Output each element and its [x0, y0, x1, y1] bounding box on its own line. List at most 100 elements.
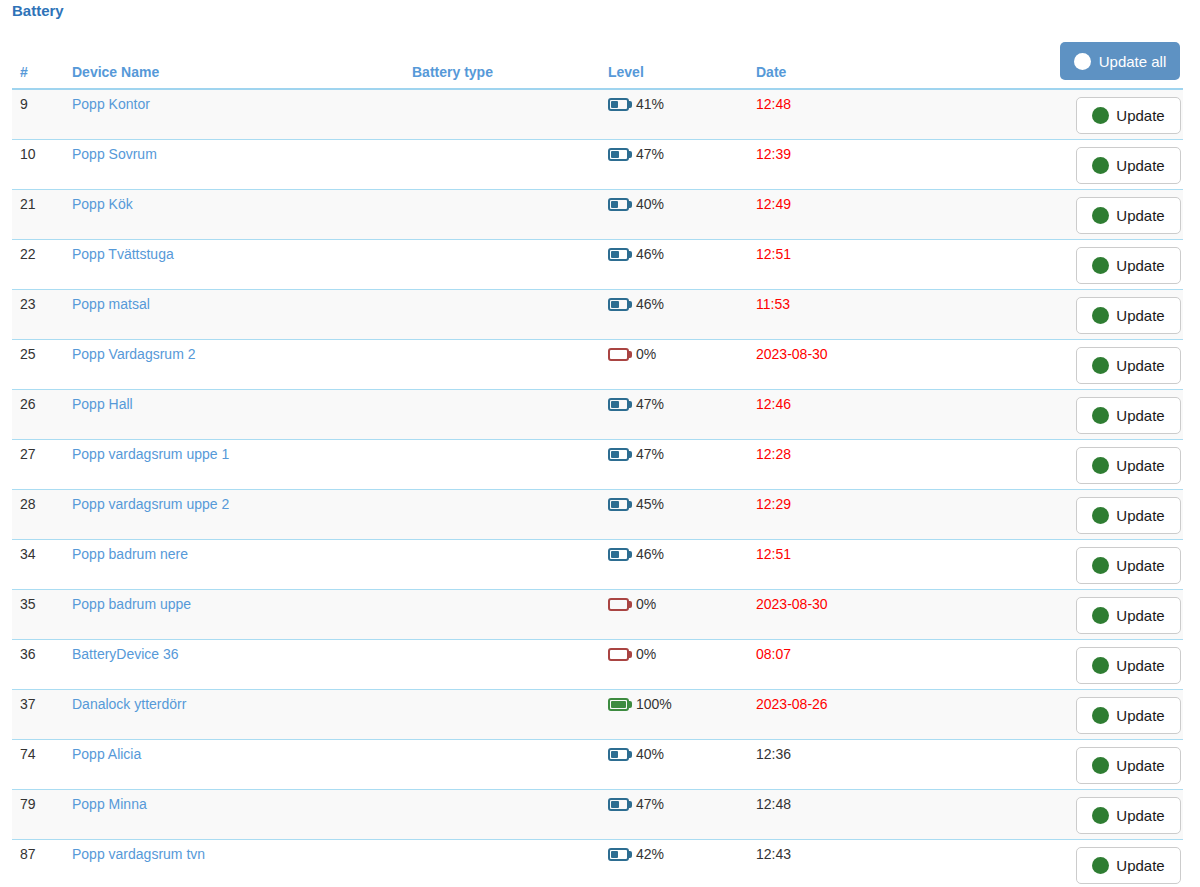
update-button[interactable]: Update — [1076, 747, 1181, 784]
row-number: 22 — [12, 239, 64, 289]
table-row: 21 Popp Kök 40% 12:49 Update — [12, 189, 1183, 239]
battery-type-cell — [404, 339, 600, 389]
battery-type-cell — [404, 439, 600, 489]
battery-icon — [608, 848, 629, 861]
update-button[interactable]: Update — [1076, 247, 1181, 284]
battery-type-cell — [404, 839, 600, 887]
update-button-label: Update — [1116, 207, 1164, 224]
date-value: 12:51 — [756, 546, 791, 562]
update-button[interactable]: Update — [1076, 697, 1181, 734]
table-row: 23 Popp matsal 46% 11:53 Update — [12, 289, 1183, 339]
update-button-label: Update — [1116, 407, 1164, 424]
date-value: 12:43 — [756, 846, 791, 862]
device-name-link[interactable]: Popp Sovrum — [72, 146, 157, 162]
device-name-link[interactable]: Popp badrum nere — [72, 546, 188, 562]
battery-level-value: 0% — [636, 646, 656, 662]
green-circle-icon — [1092, 657, 1109, 674]
battery-level-cell: 47% — [600, 139, 748, 189]
update-button[interactable]: Update — [1076, 447, 1181, 484]
update-button[interactable]: Update — [1076, 547, 1181, 584]
page-title: Battery — [12, 1, 1200, 20]
table-row: 35 Popp badrum uppe 0% 2023-08-30 Update — [12, 589, 1183, 639]
update-button[interactable]: Update — [1076, 197, 1181, 234]
green-circle-icon — [1092, 307, 1109, 324]
battery-level-value: 46% — [636, 546, 664, 562]
update-button[interactable]: Update — [1076, 347, 1181, 384]
battery-icon — [608, 498, 629, 511]
battery-level-cell: 47% — [600, 789, 748, 839]
update-button[interactable]: Update — [1076, 97, 1181, 134]
row-number: 74 — [12, 739, 64, 789]
device-name-link[interactable]: Danalock ytterdörr — [72, 696, 186, 712]
update-button[interactable]: Update — [1076, 397, 1181, 434]
update-button[interactable]: Update — [1076, 147, 1181, 184]
table-row: 37 Danalock ytterdörr 100% 2023-08-26 Up… — [12, 689, 1183, 739]
battery-level-cell: 0% — [600, 639, 748, 689]
device-name-link[interactable]: Popp vardagsrum tvn — [72, 846, 205, 862]
green-circle-icon — [1092, 557, 1109, 574]
table-row: 34 Popp badrum nere 46% 12:51 Update — [12, 539, 1183, 589]
green-circle-icon — [1092, 457, 1109, 474]
battery-icon — [608, 198, 629, 211]
device-name-link[interactable]: Popp Hall — [72, 396, 133, 412]
date-value: 2023-08-30 — [756, 596, 828, 612]
battery-icon — [608, 748, 629, 761]
table-row: 28 Popp vardagsrum uppe 2 45% 12:29 Upda… — [12, 489, 1183, 539]
device-name-link[interactable]: Popp matsal — [72, 296, 150, 312]
update-button[interactable]: Update — [1076, 297, 1181, 334]
update-button[interactable]: Update — [1076, 497, 1181, 534]
table-row: 10 Popp Sovrum 47% 12:39 Update — [12, 139, 1183, 189]
row-number: 25 — [12, 339, 64, 389]
table-row: 9 Popp Kontor 41% 12:48 Update — [12, 89, 1183, 139]
battery-level-cell: 40% — [600, 739, 748, 789]
row-number: 21 — [12, 189, 64, 239]
update-button-label: Update — [1116, 357, 1164, 374]
battery-icon — [608, 698, 629, 711]
row-number: 36 — [12, 639, 64, 689]
battery-level-cell: 45% — [600, 489, 748, 539]
update-all-label: Update all — [1099, 53, 1167, 70]
date-value: 12:49 — [756, 196, 791, 212]
battery-level-cell: 100% — [600, 689, 748, 739]
device-name-link[interactable]: Popp vardagsrum uppe 2 — [72, 496, 229, 512]
battery-level-value: 40% — [636, 746, 664, 762]
battery-level-value: 47% — [636, 396, 664, 412]
row-number: 34 — [12, 539, 64, 589]
battery-type-cell — [404, 239, 600, 289]
update-button[interactable]: Update — [1076, 597, 1181, 634]
row-number: 37 — [12, 689, 64, 739]
date-value: 12:46 — [756, 396, 791, 412]
row-number: 35 — [12, 589, 64, 639]
battery-icon — [608, 248, 629, 261]
device-name-link[interactable]: BatteryDevice 36 — [72, 646, 179, 662]
table-header-row: # Device Name Battery type Level Date — [12, 63, 1183, 89]
battery-level-value: 42% — [636, 846, 664, 862]
update-button[interactable]: Update — [1076, 847, 1181, 884]
battery-level-value: 46% — [636, 296, 664, 312]
device-name-link[interactable]: Popp Kontor — [72, 96, 150, 112]
green-circle-icon — [1092, 857, 1109, 874]
battery-level-cell: 0% — [600, 589, 748, 639]
update-button-label: Update — [1116, 757, 1164, 774]
battery-level-value: 40% — [636, 196, 664, 212]
battery-level-value: 47% — [636, 446, 664, 462]
device-name-link[interactable]: Popp vardagsrum uppe 1 — [72, 446, 229, 462]
update-button-label: Update — [1116, 107, 1164, 124]
green-circle-icon — [1092, 157, 1109, 174]
battery-level-cell: 41% — [600, 89, 748, 139]
date-value: 12:29 — [756, 496, 791, 512]
table-row: 36 BatteryDevice 36 0% 08:07 Update — [12, 639, 1183, 689]
device-name-link[interactable]: Popp badrum uppe — [72, 596, 191, 612]
table-row: 27 Popp vardagsrum uppe 1 47% 12:28 Upda… — [12, 439, 1183, 489]
device-name-link[interactable]: Popp Tvättstuga — [72, 246, 174, 262]
white-circle-icon — [1074, 53, 1091, 70]
device-name-link[interactable]: Popp Minna — [72, 796, 147, 812]
update-button[interactable]: Update — [1076, 797, 1181, 834]
device-name-link[interactable]: Popp Kök — [72, 196, 133, 212]
update-all-button[interactable]: Update all — [1060, 42, 1180, 80]
update-button[interactable]: Update — [1076, 647, 1181, 684]
device-name-link[interactable]: Popp Alicia — [72, 746, 141, 762]
date-value: 12:28 — [756, 446, 791, 462]
device-name-link[interactable]: Popp Vardagsrum 2 — [72, 346, 195, 362]
battery-level-cell: 42% — [600, 839, 748, 887]
